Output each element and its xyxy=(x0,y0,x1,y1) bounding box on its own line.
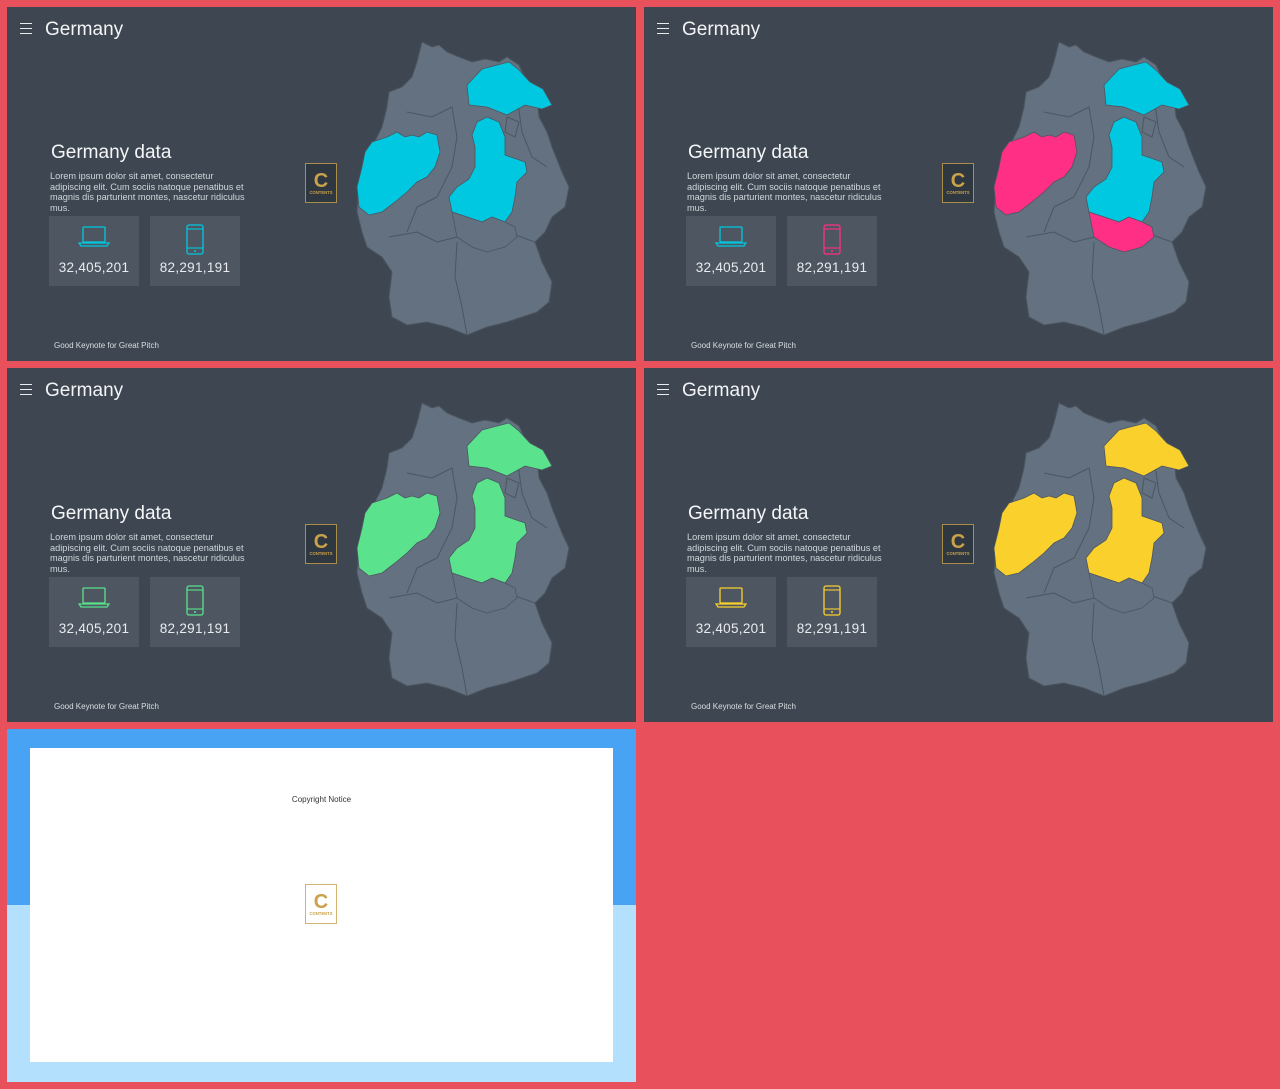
contents-logo: C CONTENTS xyxy=(942,524,974,564)
region-mecklenburg xyxy=(466,61,553,116)
stat-value-1: 32,405,201 xyxy=(58,621,130,636)
stat-value-2: 82,291,191 xyxy=(796,621,868,636)
region-nrw xyxy=(356,131,441,216)
svg-text:CONTENTS: CONTENTS xyxy=(309,911,332,916)
svg-text:CONTENTS: CONTENTS xyxy=(946,551,969,556)
slide-3: Germany Germany data Lorem ipsum dolor s… xyxy=(7,368,636,722)
svg-text:CONTENTS: CONTENTS xyxy=(309,551,332,556)
slide-title: Germany xyxy=(45,19,124,40)
region-mecklenburg xyxy=(1103,422,1190,477)
svg-text:C: C xyxy=(314,170,328,192)
copyright-notice: Copyright Notice xyxy=(291,795,352,804)
germany-map xyxy=(356,402,570,697)
data-description: Lorem ipsum dolor sit amet, consectetur … xyxy=(50,171,245,213)
slide-title: Germany xyxy=(682,380,761,401)
contents-logo: C CONTENTS xyxy=(305,524,337,564)
stat-card-laptop: 32,405,201 xyxy=(686,577,776,647)
data-description: Lorem ipsum dolor sit amet, consectetur … xyxy=(687,532,882,574)
slide-title: Germany xyxy=(45,380,124,401)
region-nrw xyxy=(993,492,1078,577)
region-mecklenburg xyxy=(466,422,553,477)
svg-text:CONTENTS: CONTENTS xyxy=(309,190,332,195)
laptop-icon xyxy=(715,226,747,247)
region-mecklenburg xyxy=(1103,61,1190,116)
svg-text:C: C xyxy=(951,531,965,553)
copyright-paper: Copyright Notice C CONTENTS xyxy=(30,748,613,1062)
slide-2: Germany Germany data Lorem ipsum dolor s… xyxy=(644,7,1273,361)
svg-text:CONTENTS: CONTENTS xyxy=(946,190,969,195)
menu-icon[interactable] xyxy=(657,23,669,34)
slide-1: Germany Germany data Lorem ipsum dolor s… xyxy=(7,7,636,361)
menu-icon[interactable] xyxy=(657,384,669,395)
slide-footer: Good Keynote for Great Pitch xyxy=(691,341,796,350)
contents-logo: C CONTENTS xyxy=(305,884,337,924)
phone-icon xyxy=(186,585,204,616)
region-nrw xyxy=(993,131,1078,216)
laptop-icon xyxy=(715,587,747,608)
data-title: Germany data xyxy=(51,503,172,524)
phone-icon xyxy=(823,224,841,255)
contents-logo: C CONTENTS xyxy=(942,163,974,203)
germany-map xyxy=(993,402,1207,697)
region-thuringia xyxy=(1088,211,1155,253)
data-description: Lorem ipsum dolor sit amet, consectetur … xyxy=(687,171,882,213)
region-thuringia xyxy=(451,572,518,614)
stat-value-1: 32,405,201 xyxy=(695,621,767,636)
phone-icon xyxy=(186,224,204,255)
stat-value-2: 82,291,191 xyxy=(796,260,868,275)
stat-value-1: 32,405,201 xyxy=(58,260,130,275)
svg-text:C: C xyxy=(951,170,965,192)
stat-card-laptop: 32,405,201 xyxy=(49,216,139,286)
slide-footer: Good Keynote for Great Pitch xyxy=(54,341,159,350)
data-description: Lorem ipsum dolor sit amet, consectetur … xyxy=(50,532,245,574)
stat-card-laptop: 32,405,201 xyxy=(49,577,139,647)
germany-map xyxy=(356,41,570,336)
stat-card-phone: 82,291,191 xyxy=(787,216,877,286)
region-thuringia xyxy=(1088,572,1155,614)
data-title: Germany data xyxy=(688,503,809,524)
svg-text:C: C xyxy=(314,531,328,553)
stat-card-phone: 82,291,191 xyxy=(150,577,240,647)
menu-icon[interactable] xyxy=(20,384,32,395)
region-nrw xyxy=(356,492,441,577)
menu-icon[interactable] xyxy=(20,23,32,34)
stat-card-laptop: 32,405,201 xyxy=(686,216,776,286)
data-title: Germany data xyxy=(51,142,172,163)
germany-map xyxy=(993,41,1207,336)
slide-5-copyright: Copyright Notice C CONTENTS xyxy=(7,729,636,1082)
slide-footer: Good Keynote for Great Pitch xyxy=(54,702,159,711)
svg-text:C: C xyxy=(314,891,328,913)
data-title: Germany data xyxy=(688,142,809,163)
phone-icon xyxy=(823,585,841,616)
contents-logo: C CONTENTS xyxy=(305,163,337,203)
region-thuringia xyxy=(451,211,518,253)
slide-4: Germany Germany data Lorem ipsum dolor s… xyxy=(644,368,1273,722)
stat-card-phone: 82,291,191 xyxy=(787,577,877,647)
slide-title: Germany xyxy=(682,19,761,40)
stat-value-2: 82,291,191 xyxy=(159,260,231,275)
stat-value-1: 32,405,201 xyxy=(695,260,767,275)
laptop-icon xyxy=(78,226,110,247)
stat-value-2: 82,291,191 xyxy=(159,621,231,636)
stat-card-phone: 82,291,191 xyxy=(150,216,240,286)
slide-footer: Good Keynote for Great Pitch xyxy=(691,702,796,711)
laptop-icon xyxy=(78,587,110,608)
